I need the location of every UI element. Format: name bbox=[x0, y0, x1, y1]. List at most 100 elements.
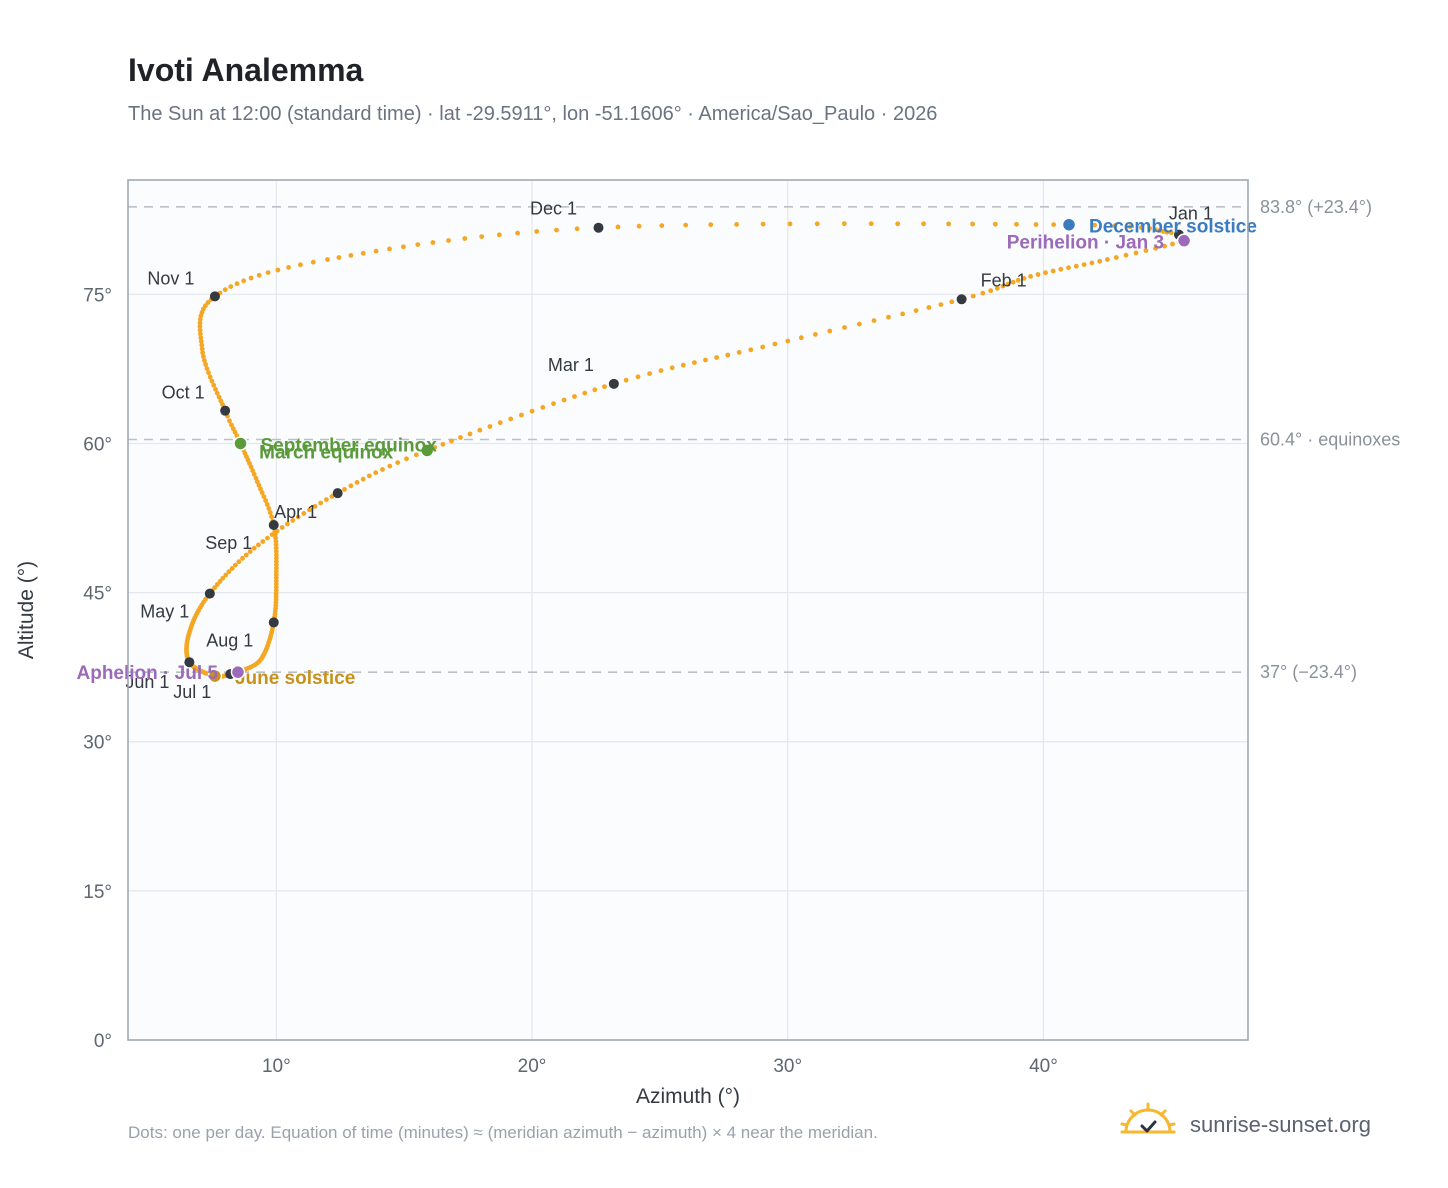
daily-sun-dot bbox=[256, 542, 261, 548]
event-marker bbox=[1176, 233, 1192, 248]
event-marker bbox=[419, 443, 435, 458]
daily-sun-dot bbox=[1092, 222, 1097, 228]
daily-sun-dot bbox=[360, 250, 366, 256]
daily-sun-dot bbox=[380, 467, 385, 472]
daily-sun-dot bbox=[647, 371, 652, 376]
daily-sun-dot bbox=[401, 244, 406, 250]
daily-sun-dot bbox=[250, 468, 256, 473]
daily-sun-dot bbox=[798, 335, 804, 341]
month-marker bbox=[184, 657, 195, 668]
daily-sun-dot bbox=[240, 555, 245, 561]
daily-sun-dot bbox=[748, 347, 754, 353]
daily-sun-dot bbox=[1035, 272, 1041, 277]
brand[interactable]: sunrise-sunset.org bbox=[1120, 1100, 1400, 1150]
daily-sun-dot bbox=[1153, 245, 1158, 251]
daily-sun-dot bbox=[602, 384, 607, 390]
month-marker bbox=[956, 294, 967, 305]
month-label: Aug 1 bbox=[206, 630, 253, 650]
event-label: December solstice bbox=[1089, 217, 1257, 238]
daily-sun-dot bbox=[247, 549, 253, 554]
daily-sun-dot bbox=[213, 386, 218, 392]
daily-sun-dot bbox=[395, 460, 401, 465]
x-tick-label: 40° bbox=[1029, 1056, 1058, 1077]
plot-frame bbox=[127, 179, 1249, 1041]
daily-sun-dot bbox=[446, 238, 451, 243]
daily-sun-dot bbox=[253, 475, 259, 481]
daily-sun-dot bbox=[260, 539, 266, 544]
daily-sun-dot bbox=[198, 339, 204, 344]
month-marker bbox=[204, 588, 215, 599]
month-label: May 1 bbox=[140, 602, 189, 622]
daily-sun-dot bbox=[1081, 262, 1087, 267]
daily-sun-dot bbox=[226, 569, 232, 575]
daily-sun-dot bbox=[256, 272, 262, 278]
daily-sun-dot bbox=[515, 230, 520, 236]
daily-sun-dot bbox=[926, 305, 932, 310]
brand-link[interactable]: sunrise-sunset.org bbox=[1190, 1112, 1371, 1137]
daily-sun-dot bbox=[970, 293, 976, 299]
daily-sun-dot bbox=[635, 374, 641, 380]
daily-sun-dot bbox=[477, 427, 483, 433]
daily-sun-dot bbox=[204, 366, 210, 371]
month-marker bbox=[209, 291, 220, 302]
daily-sun-dot bbox=[387, 463, 393, 469]
footnote: Dots: one per day. Equation of time (min… bbox=[128, 1123, 878, 1142]
daily-sun-dot bbox=[1162, 243, 1167, 249]
event-marker bbox=[233, 436, 248, 451]
daily-sun-dot bbox=[312, 504, 318, 509]
event-marker bbox=[1061, 217, 1077, 232]
daily-sun-dot bbox=[980, 290, 986, 296]
month-label: Feb 1 bbox=[981, 270, 1027, 290]
daily-sun-dot bbox=[1160, 229, 1166, 234]
daily-sun-dot bbox=[318, 500, 324, 506]
month-label: Mar 1 bbox=[548, 355, 594, 375]
daily-sun-dot bbox=[301, 511, 307, 516]
daily-sun-dot bbox=[708, 222, 714, 228]
y-tick-label: 30° bbox=[83, 733, 112, 754]
daily-sun-dot bbox=[1157, 228, 1163, 233]
daily-sun-dot bbox=[222, 287, 228, 293]
x-axis-label: Azimuth (°) bbox=[636, 1085, 740, 1108]
daily-sun-dot bbox=[366, 473, 372, 479]
daily-sun-dot bbox=[534, 229, 540, 234]
daily-sun-dot bbox=[430, 240, 436, 245]
daily-sun-dot bbox=[258, 486, 263, 492]
daily-sun-dot bbox=[856, 321, 862, 327]
daily-sun-dot bbox=[220, 575, 226, 581]
daily-sun-dot bbox=[1000, 283, 1006, 289]
daily-sun-dot bbox=[519, 412, 524, 418]
daily-sun-dot bbox=[415, 242, 421, 248]
daily-sun-dot bbox=[263, 498, 268, 503]
reference-line-label: 83.8° (+23.4°) bbox=[1260, 197, 1372, 217]
daily-sun-dot bbox=[228, 284, 234, 289]
daily-sun-dot bbox=[275, 267, 281, 273]
daily-sun-dot bbox=[227, 418, 232, 424]
daily-sun-dot bbox=[970, 221, 975, 227]
daily-sun-dot bbox=[1043, 270, 1048, 276]
daily-sun-dot bbox=[413, 452, 419, 458]
daily-sun-dot bbox=[508, 416, 514, 422]
daily-sun-dot bbox=[273, 542, 279, 548]
daily-sun-dot bbox=[199, 346, 205, 352]
daily-sun-dot bbox=[785, 338, 791, 344]
daily-sun-dot bbox=[714, 355, 719, 360]
y-tick-label: 15° bbox=[83, 882, 112, 903]
daily-sun-dot bbox=[659, 223, 665, 229]
daily-sun-dot bbox=[1164, 229, 1170, 235]
daily-sun-dot bbox=[479, 234, 485, 240]
daily-sun-dot bbox=[274, 562, 279, 568]
daily-sun-dot bbox=[615, 224, 621, 230]
sun-check-icon bbox=[1120, 1102, 1176, 1134]
daily-sun-dot bbox=[269, 514, 274, 520]
daily-sun-dot bbox=[295, 514, 301, 520]
daily-sun-dot bbox=[197, 324, 203, 329]
daily-sun-dot bbox=[387, 246, 392, 252]
daily-sun-dot bbox=[290, 518, 296, 523]
daily-sun-dot bbox=[440, 441, 446, 447]
daily-sun-dot bbox=[497, 420, 503, 426]
month-label: Sep 1 bbox=[205, 533, 252, 553]
daily-sun-dot bbox=[1033, 222, 1039, 227]
reference-line-label: 60.4° · equinoxes bbox=[1260, 429, 1400, 449]
daily-sun-dot bbox=[574, 226, 580, 232]
month-label: Apr 1 bbox=[274, 502, 317, 522]
